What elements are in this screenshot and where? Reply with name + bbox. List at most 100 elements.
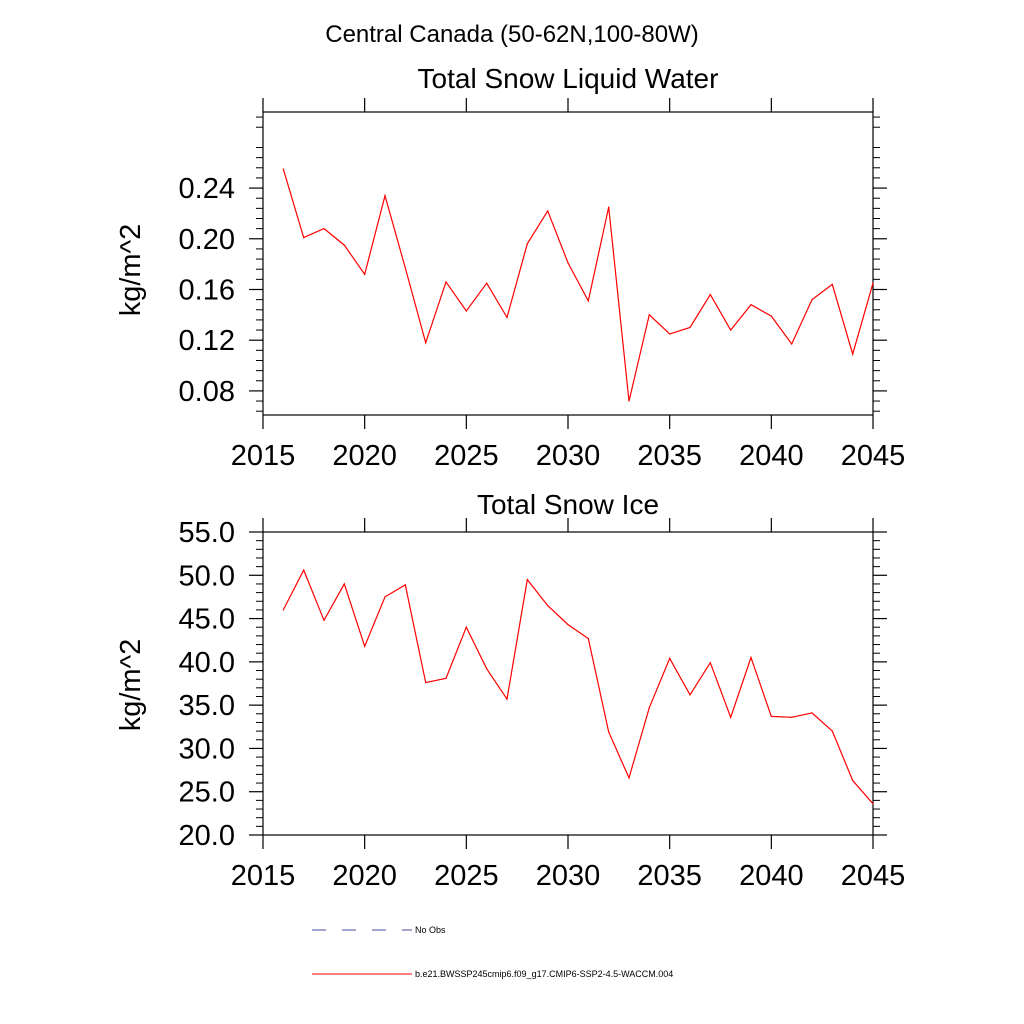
- data-point: [709, 293, 711, 296]
- x-tick-label: 2030: [536, 440, 601, 472]
- data-point: [689, 694, 691, 696]
- y-tick-label: 30.0: [179, 733, 235, 765]
- axis-ticks: 2015 2020 2025 2030 2035 2040 2045 20.0 25.0 30.0…: [179, 517, 906, 892]
- data-point: [628, 400, 630, 402]
- legend: No Obs b.e21.BWSSP245cmip6.f09_g17.CMIP6…: [312, 925, 673, 979]
- data-point: [750, 656, 752, 659]
- data-point: [404, 267, 406, 269]
- x-tick-label: 2040: [739, 860, 804, 892]
- data-point: [282, 168, 284, 170]
- data-point: [506, 316, 508, 318]
- data-point: [526, 579, 528, 581]
- data-point: [547, 604, 549, 607]
- y-tick-label: 0.24: [179, 173, 235, 205]
- y-tick-label: 0.12: [179, 325, 235, 357]
- data-point: [689, 326, 691, 329]
- y-tick-label: 0.16: [179, 274, 235, 306]
- data-point: [608, 206, 610, 208]
- figure-supertitle: Central Canada (50-62N,100-80W): [325, 21, 699, 48]
- x-tick-label: 2045: [841, 440, 906, 472]
- data-point: [343, 244, 345, 246]
- series-line: [282, 168, 874, 402]
- data-point: [648, 314, 650, 316]
- panel-snow-liquid-water: Total Snow Liquid Water kg/m^2 2015 2020 2…: [115, 63, 905, 472]
- data-point: [567, 624, 569, 626]
- data-point: [323, 619, 325, 621]
- data-point: [526, 243, 528, 245]
- series-line: [282, 568, 874, 805]
- data-point: [364, 645, 366, 647]
- data-point: [343, 583, 345, 585]
- y-tick-label: 45.0: [179, 604, 235, 636]
- y-tick-label: 35.0: [179, 690, 235, 722]
- x-tick-label: 2035: [637, 440, 702, 472]
- data-point: [872, 803, 874, 805]
- data-point: [628, 777, 630, 779]
- data-point: [831, 283, 833, 286]
- x-tick-label: 2025: [434, 440, 499, 472]
- data-point: [587, 300, 589, 302]
- data-point: [770, 715, 772, 717]
- y-axis-label: kg/m^2: [115, 639, 147, 732]
- data-point: [364, 273, 366, 275]
- x-tick-label: 2030: [536, 860, 601, 892]
- data-point: [852, 353, 854, 355]
- chart-title: Total Snow Liquid Water: [418, 63, 719, 94]
- axis-ticks: 2015 2020 2025 2030 2035 2040 2045 0.08 0.12 0.16…: [179, 98, 906, 472]
- x-tick-label: 2015: [231, 440, 296, 472]
- y-tick-label: 50.0: [179, 560, 235, 592]
- data-point: [852, 779, 854, 782]
- y-tick-label: 20.0: [179, 820, 235, 852]
- panel-snow-ice: Total Snow Ice kg/m^2 2015 2020 2025 2030 20…: [115, 489, 905, 892]
- data-point: [811, 299, 813, 301]
- data-point: [465, 310, 467, 312]
- data-point: [547, 210, 549, 212]
- data-point: [730, 716, 732, 718]
- data-point: [486, 282, 488, 284]
- data-point: [425, 682, 427, 684]
- data-point: [323, 228, 325, 230]
- data-point: [709, 662, 711, 664]
- y-tick-label: 0.08: [179, 376, 235, 408]
- chart-title: Total Snow Ice: [477, 489, 659, 520]
- x-tick-label: 2015: [231, 860, 296, 892]
- data-point: [425, 342, 427, 344]
- data-point: [791, 343, 793, 345]
- y-tick-label: 0.20: [179, 224, 235, 256]
- data-point: [730, 329, 732, 331]
- data-point: [872, 282, 874, 284]
- data-point: [282, 609, 284, 611]
- y-axis-label: kg/m^2: [115, 224, 147, 317]
- data-point: [587, 637, 589, 640]
- data-point: [384, 596, 386, 598]
- data-point: [506, 698, 508, 700]
- x-tick-label: 2045: [841, 860, 906, 892]
- data-point: [770, 315, 772, 317]
- y-tick-label: 25.0: [179, 777, 235, 809]
- x-tick-label: 2035: [637, 860, 702, 892]
- y-tick-label: 55.0: [179, 517, 235, 549]
- series-layer: [282, 568, 874, 805]
- data-point: [608, 731, 610, 733]
- x-tick-label: 2040: [739, 440, 804, 472]
- data-point: [486, 668, 488, 670]
- data-point: [404, 584, 406, 586]
- x-tick-label: 2025: [434, 860, 499, 892]
- data-point: [750, 304, 752, 306]
- data-point: [445, 281, 447, 283]
- data-point: [384, 195, 386, 197]
- data-point: [648, 707, 650, 709]
- data-point: [303, 569, 305, 571]
- data-point: [445, 677, 447, 679]
- data-point: [811, 712, 813, 714]
- legend-label-no-obs: No Obs: [415, 925, 446, 935]
- data-point: [465, 626, 467, 628]
- series-layer: [282, 168, 874, 402]
- x-tick-label: 2020: [332, 860, 397, 892]
- y-tick-label: 40.0: [179, 647, 235, 679]
- x-tick-label: 2020: [332, 440, 397, 472]
- data-point: [669, 657, 671, 659]
- data-point: [567, 262, 569, 264]
- data-point: [831, 730, 833, 732]
